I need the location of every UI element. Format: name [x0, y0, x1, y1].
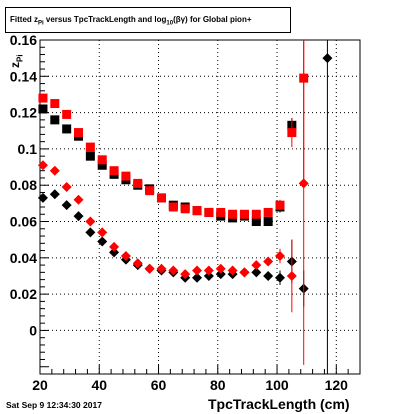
data-point-diamond [239, 267, 250, 278]
data-point-diamond [49, 165, 60, 176]
x-tick-label: 100 [265, 377, 289, 393]
data-points [37, 40, 333, 374]
title-sub2: 10 [166, 20, 174, 27]
data-point-diamond [322, 53, 333, 64]
y-axis-label-sub: Pi [15, 54, 25, 62]
data-point-square [97, 160, 107, 170]
data-point-square [239, 209, 249, 219]
data-point-diamond [251, 260, 262, 271]
data-point-diamond [144, 263, 155, 274]
data-point-square [251, 217, 261, 227]
data-point-square [168, 202, 178, 212]
data-point-diamond [263, 256, 274, 267]
data-point-diamond [298, 178, 309, 189]
data-point-diamond [61, 182, 72, 193]
data-point-square [62, 124, 72, 134]
title-end: (βγ) for Global pion+ [173, 15, 252, 24]
data-point-diamond [180, 269, 191, 280]
y-tick-label: 0.1 [18, 141, 38, 157]
y-tick-label: 0.04 [10, 250, 37, 266]
x-tick-label: 20 [32, 377, 48, 393]
y-axis-label-main: z [8, 62, 22, 68]
data-point-square [85, 142, 95, 152]
data-point-diamond [192, 272, 203, 283]
x-tick-label: 40 [91, 377, 107, 393]
y-tick-label: 0.14 [10, 68, 37, 84]
data-point-diamond [251, 267, 262, 278]
series-3 [37, 40, 309, 365]
x-tick-label: 60 [151, 377, 167, 393]
data-point-square [97, 155, 107, 165]
data-point-diamond [215, 263, 226, 274]
data-point-diamond [109, 247, 120, 258]
y-axis-label: zPi [8, 54, 24, 68]
data-point-square [145, 186, 155, 196]
chart-title: Fitted zPi versus TpcTrackLength and log… [5, 7, 291, 33]
data-point-square [263, 217, 273, 227]
data-point-square [216, 207, 226, 217]
title-rest: versus TpcTrackLength and log [43, 15, 167, 24]
data-point-diamond [85, 227, 96, 238]
data-point-diamond [263, 270, 274, 281]
data-point-diamond [37, 160, 48, 171]
data-point-square [156, 193, 166, 203]
data-point-square [50, 99, 60, 109]
data-point-square [109, 166, 119, 176]
data-point-square [38, 93, 48, 103]
data-point-diamond [215, 269, 226, 280]
data-point-square [38, 104, 48, 114]
data-point-square [133, 178, 143, 188]
data-point-diamond [227, 265, 238, 276]
data-point-square [74, 128, 84, 138]
data-point-diamond [132, 258, 143, 269]
title-main: Fitted z [10, 15, 38, 24]
data-point-diamond [97, 236, 108, 247]
data-point-square [204, 207, 214, 217]
data-point-diamond [275, 272, 285, 283]
y-tick-label: 0.16 [10, 32, 37, 48]
data-point-square [275, 200, 285, 210]
data-point-square [287, 128, 297, 138]
y-tick-label: 0.06 [10, 214, 37, 230]
axes: 20 40 60 80 100 120 0 0.02 0.04 0.06 0.08 0.1 0.12 0.… [10, 32, 361, 393]
data-point-diamond [85, 216, 96, 227]
data-point-square [180, 204, 190, 214]
data-point-square [50, 115, 60, 125]
data-point-diamond [61, 200, 72, 211]
data-point-diamond [37, 192, 48, 203]
data-point-diamond [168, 265, 179, 276]
timestamp: Sat Sep 9 12:34:30 2017 [6, 400, 102, 410]
title-sub: Pi [38, 20, 44, 27]
data-point-square [121, 171, 131, 181]
data-point-diamond [49, 189, 60, 200]
data-point-square [85, 151, 95, 161]
data-point-diamond [97, 227, 108, 238]
data-point-diamond [109, 241, 120, 252]
x-tick-label: 120 [325, 377, 349, 393]
y-tick-label: 0.12 [10, 105, 37, 121]
data-point-diamond [192, 265, 203, 276]
data-point-diamond [286, 270, 297, 281]
data-point-diamond [203, 270, 214, 281]
data-point-diamond [275, 251, 285, 262]
data-point-square [62, 109, 72, 119]
data-point-square [228, 209, 238, 219]
data-point-diamond [73, 211, 84, 222]
data-point-square [263, 207, 273, 217]
data-point-diamond [203, 265, 214, 276]
data-point-square [192, 206, 202, 216]
x-axis-label: TpcTrackLength (cm) [208, 396, 350, 412]
y-tick-label: 0.02 [10, 286, 37, 302]
x-tick-label: 80 [210, 377, 226, 393]
data-point-diamond [73, 194, 84, 205]
y-tick-label: 0.08 [10, 177, 37, 193]
data-point-diamond [120, 251, 131, 262]
data-point-square [251, 209, 261, 219]
y-tick-label: 0 [29, 322, 37, 338]
grid-lines [39, 39, 360, 374]
data-point-diamond [156, 263, 167, 274]
